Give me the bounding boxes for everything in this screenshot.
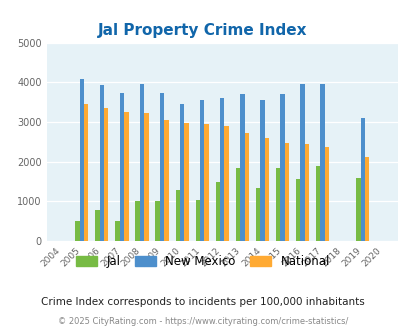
Bar [124,112,128,241]
Bar [155,201,160,241]
Bar [364,157,369,241]
Bar [224,126,228,241]
Bar [84,104,88,241]
Legend: Jal, New Mexico, National: Jal, New Mexico, National [71,250,334,273]
Bar [175,190,179,241]
Text: © 2025 CityRating.com - https://www.cityrating.com/crime-statistics/: © 2025 CityRating.com - https://www.city… [58,317,347,326]
Bar [255,188,260,241]
Bar [160,93,164,241]
Bar [275,168,279,241]
Bar [139,84,144,241]
Bar [220,98,224,241]
Bar [324,147,328,241]
Bar [235,168,239,241]
Bar [135,201,139,241]
Bar [95,210,99,241]
Bar [119,93,124,241]
Bar [184,123,188,241]
Bar [164,120,168,241]
Bar [239,94,244,241]
Bar [300,84,304,241]
Bar [200,100,204,241]
Bar [204,124,208,241]
Bar [264,138,269,241]
Bar [284,143,288,241]
Bar [295,179,300,241]
Bar [360,118,364,241]
Bar [79,79,84,241]
Bar [179,104,184,241]
Bar [244,133,248,241]
Bar [104,108,108,241]
Bar [99,85,104,241]
Text: Crime Index corresponds to incidents per 100,000 inhabitants: Crime Index corresponds to incidents per… [41,297,364,307]
Bar [215,182,220,241]
Bar [304,144,309,241]
Bar [144,113,148,241]
Bar [115,221,119,241]
Bar [75,221,79,241]
Bar [320,84,324,241]
Bar [315,166,320,241]
Text: Jal Property Crime Index: Jal Property Crime Index [98,23,307,38]
Bar [279,94,284,241]
Bar [195,200,200,241]
Bar [355,178,360,241]
Bar [260,100,264,241]
